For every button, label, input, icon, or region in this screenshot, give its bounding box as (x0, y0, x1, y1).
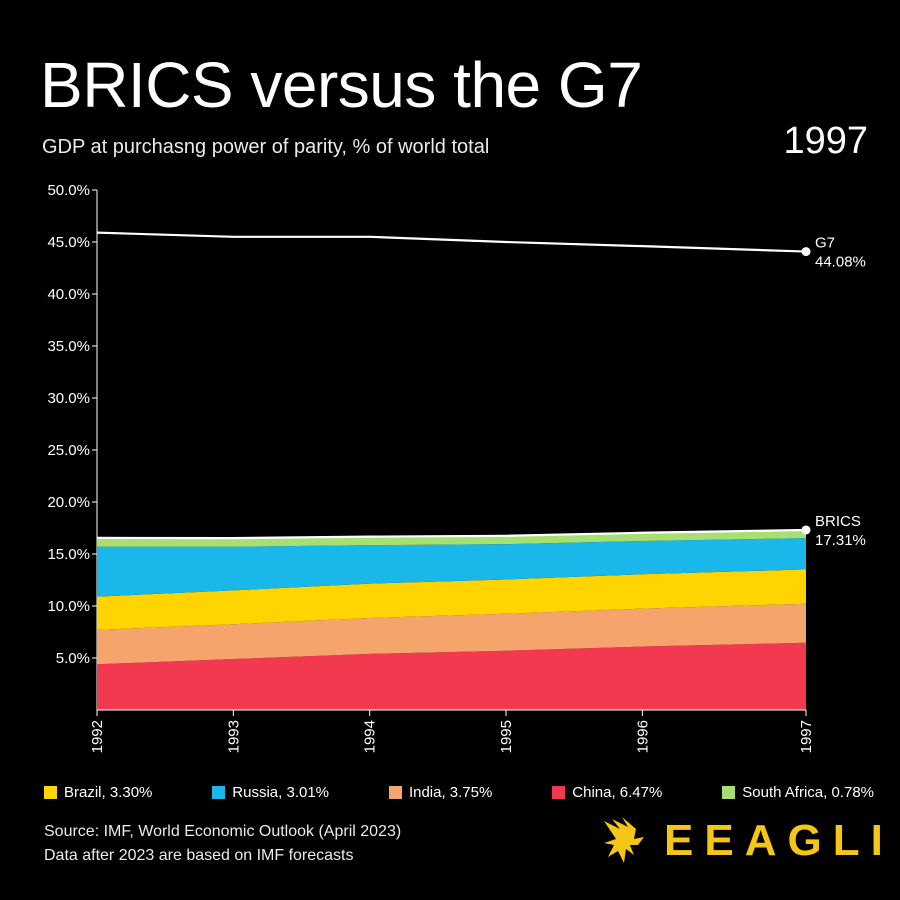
legend-item-india: India, 3.75% (388, 784, 493, 801)
year-indicator: 1997 (783, 120, 868, 162)
g7-end-label: G7 (815, 235, 835, 252)
brand-logo: EEAGLI (600, 815, 894, 867)
y-tick-label: 5.0% (56, 650, 90, 667)
source-note: Source: IMF, World Economic Outlook (Apr… (44, 820, 401, 868)
x-tick-label: 1994 (362, 720, 379, 753)
brics-end-marker (801, 525, 811, 535)
y-tick-label: 40.0% (47, 286, 90, 303)
legend-label-south-africa: South Africa, 0.78% (742, 784, 874, 801)
legend-swatch-brazil (44, 786, 57, 799)
y-tick-label: 45.0% (47, 234, 90, 251)
x-tick-label: 1992 (89, 720, 106, 753)
brics-line (96, 528, 807, 540)
area-india (97, 603, 806, 665)
y-tick-label: 10.0% (47, 598, 90, 615)
legend-swatch-india (388, 786, 402, 799)
trend-lines: G7 44.08% BRICS 17.31% (96, 231, 866, 549)
source-line-1: Source: IMF, World Economic Outlook (Apr… (44, 823, 402, 840)
y-tick-label: 20.0% (47, 494, 90, 511)
stacked-areas (97, 529, 806, 710)
x-tick-label: 1995 (498, 720, 515, 753)
y-tick-label: 35.0% (47, 338, 90, 355)
legend-item-russia: Russia, 3.01% (212, 784, 329, 801)
area-china (97, 642, 806, 710)
brics-end-label: BRICS (815, 513, 861, 530)
g7-end-value: 44.08% (815, 254, 866, 271)
y-tick-label: 50.0% (47, 182, 90, 199)
legend: Brazil, 3.30% Russia, 3.01% India, 3.75%… (44, 784, 874, 801)
y-tick-label: 15.0% (47, 546, 90, 563)
g7-end-marker (801, 247, 811, 257)
x-axis: 1992 1993 1994 1995 1996 1997 (89, 709, 815, 753)
legend-swatch-china (552, 786, 566, 799)
x-tick-label: 1997 (798, 720, 815, 753)
y-tick-label: 30.0% (47, 390, 90, 407)
legend-swatch-south-africa (722, 786, 736, 799)
legend-label-india: India, 3.75% (408, 784, 493, 801)
legend-label-brazil: Brazil, 3.30% (64, 784, 153, 801)
eagle-icon (604, 817, 644, 863)
legend-swatch-russia (212, 786, 226, 799)
y-axis: 50.0% 45.0% 40.0% 35.0% 30.0% 25.0% 20.0% 15.0%… (47, 182, 98, 710)
legend-item-south-africa: South Africa, 0.78% (722, 784, 874, 801)
legend-label-china: China, 6.47% (572, 784, 663, 801)
chart-title: BRICS versus the G7 (40, 49, 643, 121)
legend-item-china: China, 6.47% (552, 784, 662, 801)
area-brazil (97, 569, 806, 630)
brics-end-value: 17.31% (815, 532, 866, 549)
g7-line (96, 231, 807, 253)
legend-item-brazil: Brazil, 3.30% (44, 784, 152, 801)
source-line-2: Data after 2023 are based on IMF forecas… (44, 847, 354, 864)
x-tick-label: 1993 (225, 720, 242, 753)
brand-name: EEAGLI (664, 816, 894, 865)
chart-subtitle: GDP at purchasng power of parity, % of w… (42, 136, 490, 158)
legend-label-russia: Russia, 3.01% (232, 784, 330, 801)
x-tick-label: 1996 (634, 720, 651, 753)
area-russia (97, 538, 806, 597)
y-tick-label: 25.0% (47, 442, 90, 459)
